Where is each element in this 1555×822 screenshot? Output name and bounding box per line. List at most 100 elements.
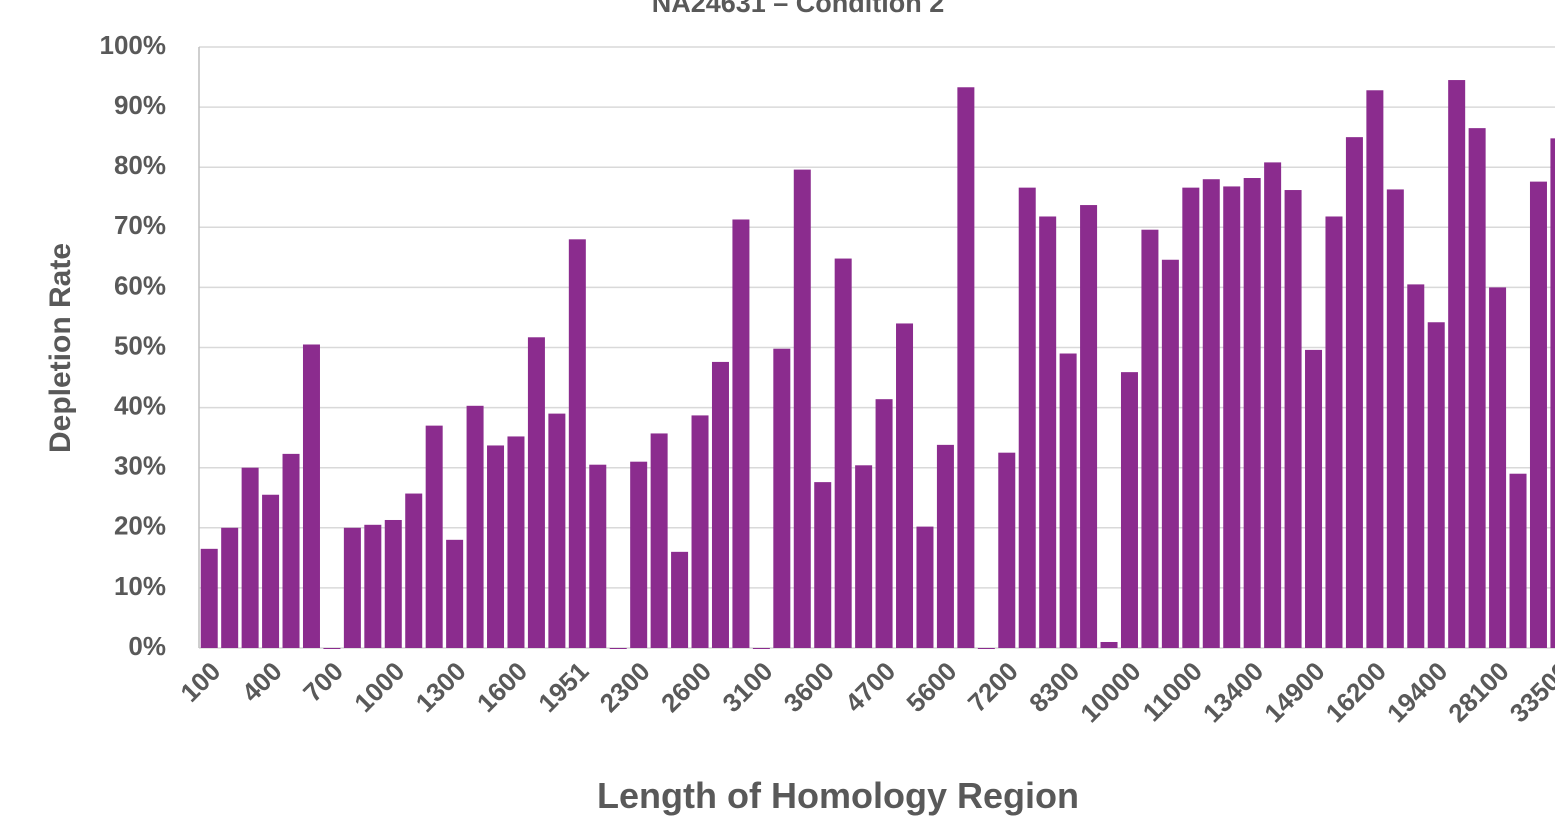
y-tick-label: 100%: [100, 30, 167, 60]
bar: [1468, 128, 1486, 648]
x-tick-label: 400: [236, 656, 288, 708]
bar: [977, 648, 995, 649]
x-tick-label: 14900: [1258, 656, 1330, 728]
x-tick-label: 1300: [410, 656, 472, 718]
bar: [896, 323, 914, 648]
bar: [1018, 187, 1036, 648]
chart-title: NA24631 – Condition 2: [652, 0, 945, 18]
bar: [793, 169, 811, 648]
bar: [998, 452, 1016, 648]
x-tick-label: 7200: [962, 656, 1024, 718]
bar: [241, 467, 259, 648]
x-tick-label: 5600: [900, 656, 962, 718]
bar: [671, 551, 689, 648]
x-tick-label: 1951: [532, 656, 594, 718]
bar: [1080, 205, 1098, 649]
y-tick-label: 40%: [114, 390, 166, 420]
bar: [609, 648, 627, 649]
bar: [1489, 287, 1507, 648]
bar: [1059, 353, 1077, 648]
x-tick-label: 1000: [348, 656, 410, 718]
x-tick-label: 3100: [716, 656, 778, 718]
bar: [957, 87, 975, 649]
y-tick-label: 60%: [114, 270, 166, 300]
x-tick-label: 3600: [778, 656, 840, 718]
bar: [405, 493, 423, 648]
bar: [1284, 190, 1302, 648]
bar: [1550, 138, 1555, 649]
y-tick-label: 50%: [114, 330, 166, 360]
bar: [814, 482, 832, 648]
x-tick-label: 33500: [1504, 656, 1555, 728]
x-tick-label: 10000: [1074, 656, 1146, 728]
bar: [1427, 322, 1445, 648]
x-tick-label: 19400: [1381, 656, 1453, 728]
y-axis-label: Depletion Rate: [44, 243, 77, 453]
bar: [1345, 137, 1363, 648]
bar: [1243, 178, 1261, 648]
bar: [589, 464, 607, 648]
y-tick-label: 20%: [114, 511, 166, 541]
bar: [1182, 187, 1200, 648]
bar: [364, 524, 382, 648]
bar: [691, 415, 709, 648]
x-tick-label: 16200: [1320, 656, 1392, 728]
bar: [834, 258, 852, 648]
x-tick-label: 100: [174, 656, 226, 708]
y-tick-label: 30%: [114, 451, 166, 481]
y-tick-label: 80%: [114, 150, 166, 180]
bar: [548, 413, 566, 648]
bar: [1039, 216, 1057, 648]
bar: [1305, 349, 1323, 648]
bar: [1141, 229, 1159, 649]
bar: [630, 461, 648, 648]
x-tick-label: 2600: [655, 656, 717, 718]
bar: [752, 648, 770, 649]
bar: [1202, 179, 1220, 648]
bar: [200, 548, 218, 648]
x-tick-label: 700: [297, 656, 349, 708]
y-tick-label: 10%: [114, 571, 166, 601]
bar: [1509, 473, 1527, 648]
bar: [916, 526, 934, 648]
bar: [343, 527, 361, 648]
bar: [1100, 641, 1118, 648]
bar: [384, 519, 402, 648]
bar: [732, 219, 750, 648]
x-axis-label: Length of Homology Region: [597, 775, 1079, 816]
bar: [1223, 186, 1241, 648]
bar: [323, 648, 341, 649]
bar: [507, 436, 525, 648]
bar: [1448, 80, 1466, 649]
x-tick-label: 2300: [594, 656, 656, 718]
bar: [1161, 259, 1179, 648]
x-tick-label: 1600: [471, 656, 533, 718]
bar: [936, 444, 954, 648]
bar: [855, 465, 873, 648]
bar: [650, 433, 668, 648]
bar: [1120, 372, 1138, 648]
bar: [711, 361, 729, 648]
bar: [1386, 189, 1404, 648]
y-tick-label: 0%: [128, 631, 166, 661]
bar: [568, 239, 586, 648]
x-tick-label: 4700: [839, 656, 901, 718]
bar: [425, 425, 443, 648]
bar: [487, 445, 505, 648]
x-tick-label: 11000: [1137, 656, 1208, 727]
y-tick-label: 90%: [114, 90, 166, 120]
bar: [262, 494, 280, 648]
bar: [1264, 162, 1282, 648]
bar: [446, 539, 464, 648]
bar: [1325, 216, 1343, 648]
bar: [302, 344, 320, 648]
bar: [1529, 181, 1547, 648]
bar: [1366, 90, 1384, 649]
bar: [875, 399, 893, 648]
x-tick-label: 13400: [1197, 656, 1269, 728]
y-tick-label: 70%: [114, 210, 166, 240]
bar: [1407, 284, 1425, 648]
bar: [527, 337, 545, 648]
bar: [773, 348, 791, 648]
